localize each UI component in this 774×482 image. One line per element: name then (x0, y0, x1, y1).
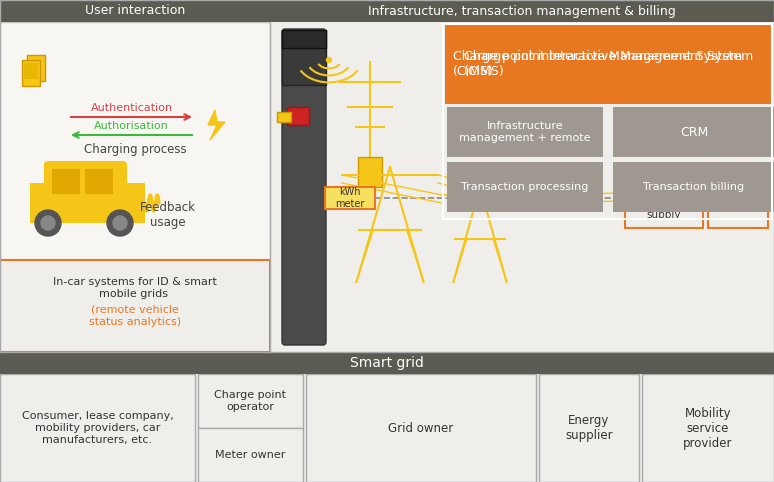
Bar (24, 63, 38, 79)
Bar (358, 157, 382, 187)
Text: kWh
meter: kWh meter (335, 187, 365, 209)
Text: Consumer, lease company,
mobility providers, car
manufacturers, etc.: Consumer, lease company, mobility provid… (22, 412, 173, 444)
Polygon shape (208, 110, 225, 140)
Text: Energy
production
&
supply: Energy production & supply (636, 175, 692, 220)
Bar (0, 0, 774, 352)
Text: Infrastructure, transaction management & billing: Infrastructure, transaction management &… (368, 4, 676, 17)
Text: In-car systems for ID & smart
mobile grids: In-car systems for ID & smart mobile gri… (53, 277, 217, 299)
Circle shape (35, 210, 61, 236)
Bar (443, 24, 772, 219)
FancyBboxPatch shape (44, 161, 127, 207)
Bar (198, 374, 303, 428)
Bar (282, 30, 326, 48)
Text: Energy
supplier: Energy supplier (565, 414, 613, 442)
Text: Charge point interactive Management System
(CiMS): Charge point interactive Management Syst… (453, 50, 742, 78)
Text: (remote vehicle
status analytics): (remote vehicle status analytics) (89, 305, 181, 327)
Text: Transaction processing: Transaction processing (461, 182, 589, 192)
Text: Charging process: Charging process (84, 143, 187, 156)
Bar (22, 60, 40, 86)
Circle shape (107, 210, 133, 236)
Bar (447, 162, 603, 212)
Bar (137, 195, 145, 215)
Bar (708, 168, 768, 228)
Text: Transaction billing: Transaction billing (643, 182, 745, 192)
Bar (198, 428, 303, 482)
Bar (0, 22, 270, 260)
Text: Authorisation: Authorisation (94, 121, 169, 131)
Bar (613, 107, 774, 157)
Text: Services: Services (714, 193, 762, 203)
Text: User interaction: User interaction (85, 4, 185, 17)
Text: Feedback
usage: Feedback usage (140, 201, 196, 229)
Bar (447, 107, 603, 157)
Text: CRM: CRM (680, 125, 708, 138)
Text: Infrastructure
management + remote: Infrastructure management + remote (459, 121, 591, 143)
Bar (613, 162, 774, 212)
Circle shape (113, 216, 127, 230)
Circle shape (327, 57, 331, 63)
Bar (0, 260, 270, 352)
Text: Charge point
operator: Charge point operator (214, 390, 286, 412)
Bar (642, 374, 774, 482)
Bar (27, 55, 45, 81)
Bar (287, 107, 309, 125)
Bar (270, 22, 774, 352)
Bar (539, 374, 639, 482)
Bar (277, 112, 291, 122)
Bar (0, 352, 774, 374)
Bar (306, 374, 536, 482)
Text: Mobility
service
provider: Mobility service provider (683, 406, 733, 450)
Bar (30, 183, 145, 223)
Bar (0, 374, 195, 482)
Bar (445, 24, 772, 104)
Text: Authentication: Authentication (91, 103, 173, 113)
Bar (282, 30, 326, 85)
Bar (85, 169, 113, 194)
Text: Meter owner: Meter owner (215, 450, 286, 460)
Circle shape (41, 216, 55, 230)
Text: Charge point interactive Management System
(CiMS): Charge point interactive Management Syst… (464, 50, 753, 78)
Bar (325, 187, 375, 209)
Bar (52, 169, 80, 194)
Bar (0, 0, 270, 22)
FancyBboxPatch shape (282, 29, 326, 345)
Text: Grid owner: Grid owner (389, 421, 454, 434)
Bar (270, 0, 774, 22)
Text: Smart grid: Smart grid (350, 356, 424, 370)
Bar (625, 168, 703, 228)
